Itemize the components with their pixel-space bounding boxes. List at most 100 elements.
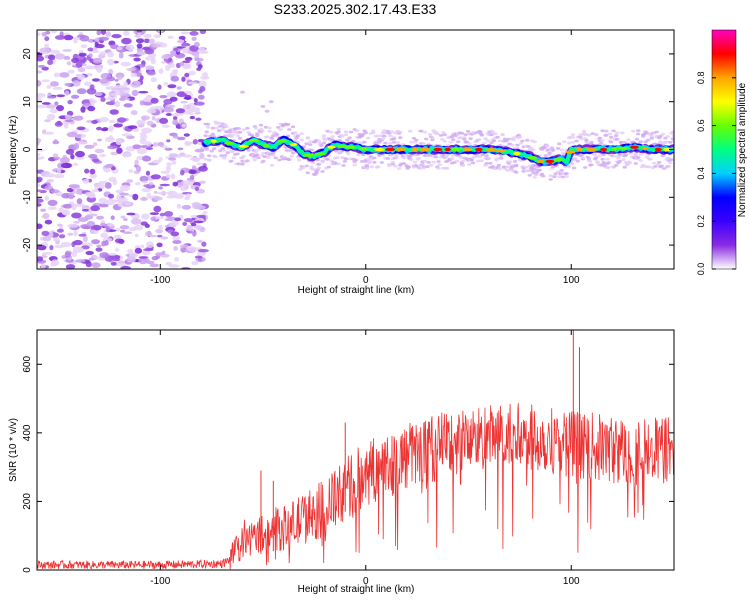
noise-blob: [41, 230, 50, 236]
noise-blob: [136, 148, 147, 155]
halo-blob: [309, 165, 314, 169]
noise-blob: [119, 97, 126, 102]
noise-blob: [197, 249, 209, 253]
halo-blob: [623, 153, 629, 157]
noise-blob: [92, 142, 98, 147]
halo-blob: [426, 161, 431, 164]
noise-blob: [180, 100, 189, 104]
noise-blob: [150, 174, 161, 180]
noise-blob: [153, 34, 161, 38]
noise-blob: [158, 224, 164, 231]
noise-blob: [65, 148, 75, 155]
halo-blob: [231, 156, 237, 160]
halo-blob: [221, 149, 227, 152]
noise-blob: [56, 105, 64, 112]
noise-blob: [193, 220, 204, 224]
noise-blob: [66, 187, 74, 193]
noise-blob: [104, 182, 112, 189]
halo-blob: [401, 156, 407, 160]
y-tick-label: 10: [22, 96, 33, 108]
noise-blob: [59, 72, 70, 78]
halo-blob: [362, 140, 367, 144]
noise-blob: [48, 206, 57, 210]
noise-blob: [138, 256, 149, 259]
halo-blob: [461, 159, 466, 163]
halo-blob: [343, 133, 349, 137]
halo-blob: [608, 140, 614, 144]
halo-blob: [250, 133, 255, 137]
noise-blob: [77, 134, 82, 138]
halo-blob: [548, 178, 553, 181]
noise-blob: [148, 181, 154, 186]
halo-blob: [435, 132, 440, 136]
noise-blob: [85, 261, 92, 268]
ridge-peak: [224, 141, 234, 145]
noise-blob: [134, 233, 139, 238]
halo-blob: [613, 164, 619, 167]
noise-blob: [119, 192, 129, 196]
halo-blob: [290, 151, 296, 155]
noise-blob: [65, 264, 76, 269]
noise-blob: [160, 236, 169, 240]
halo-blob: [299, 132, 304, 136]
halo-blob: [579, 154, 584, 158]
noise-blob: [153, 190, 158, 194]
noise-blob: [116, 46, 123, 51]
halo-blob: [211, 147, 217, 151]
noise-blob: [37, 244, 47, 251]
noise-blob: [47, 199, 58, 206]
noise-blob: [105, 101, 117, 106]
noise-blob: [108, 193, 114, 199]
noise-blob: [181, 180, 191, 185]
halo-blob: [406, 165, 412, 169]
noise-blob: [147, 70, 156, 76]
ridge-peak: [462, 147, 473, 152]
halo-blob: [671, 134, 674, 138]
snr-frame: [36, 329, 675, 571]
halo-blob: [484, 154, 489, 158]
halo-blob: [647, 165, 652, 169]
noise-blob: [76, 126, 86, 131]
noise-blob: [159, 95, 168, 99]
noise-blob: [82, 178, 90, 184]
halo-blob: [225, 151, 230, 155]
noise-blob: [101, 240, 107, 247]
halo-blob: [641, 134, 646, 138]
halo-blob: [470, 161, 476, 165]
noise-blob: [48, 54, 56, 61]
halo-blob: [436, 160, 441, 163]
halo-blob: [531, 148, 536, 152]
halo-blob: [211, 135, 217, 139]
noise-blob: [49, 245, 54, 251]
noise-blob: [98, 197, 108, 204]
halo-blob: [297, 158, 302, 162]
noise-blob: [159, 117, 169, 124]
halo-blob: [269, 137, 275, 140]
ridge-peak: [289, 142, 298, 147]
noise-blob: [134, 159, 139, 166]
noise-blob: [77, 74, 86, 80]
halo-blob: [606, 161, 611, 164]
halo-blob: [458, 155, 463, 159]
noise-blob: [173, 70, 178, 77]
ridge-peak: [513, 152, 521, 156]
noise-blob: [37, 176, 43, 183]
halo-blob: [600, 129, 605, 133]
noise-blob: [194, 148, 205, 153]
noise-blob: [111, 34, 122, 39]
halo-blob: [636, 156, 641, 159]
ridge-peak: [536, 159, 545, 163]
ridge-peak: [344, 145, 356, 149]
noise-blob: [37, 189, 43, 192]
noise-blob: [130, 72, 138, 78]
halo-blob: [592, 153, 598, 157]
ridge-peak: [314, 152, 326, 156]
halo-blob: [416, 157, 421, 160]
halo-blob: [590, 132, 595, 136]
halo-blob: [600, 139, 605, 142]
noise-blob: [160, 61, 167, 64]
halo-blob: [604, 129, 609, 133]
noise-blob: [195, 107, 201, 113]
halo-blob: [444, 154, 450, 157]
noise-blob: [52, 86, 63, 90]
